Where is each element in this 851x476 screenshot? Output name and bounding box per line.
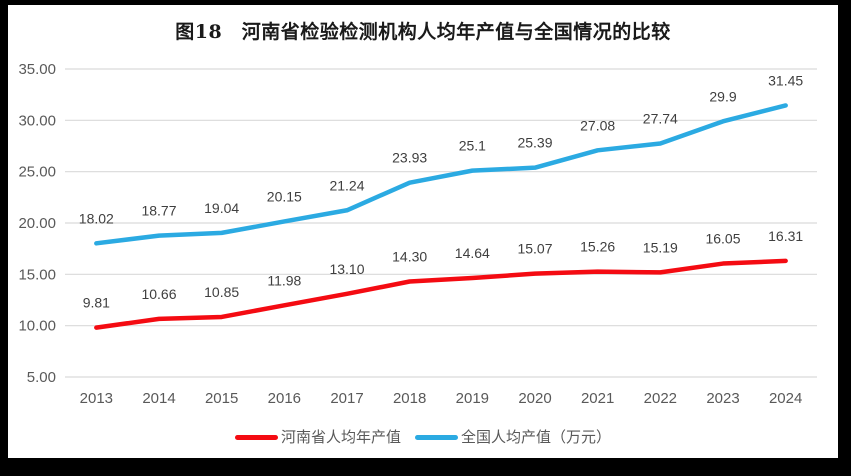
x-axis-tick-label: 2024 bbox=[769, 390, 802, 407]
data-label: 23.93 bbox=[392, 150, 427, 166]
x-axis-tick-label: 2019 bbox=[456, 390, 489, 407]
x-axis-tick-label: 2020 bbox=[518, 390, 551, 407]
data-label: 21.24 bbox=[329, 177, 364, 193]
data-label: 13.10 bbox=[329, 261, 364, 277]
y-axis-tick-label: 5.00 bbox=[27, 369, 56, 386]
chart-canvas: 图18 河南省检验检测机构人均年产值与全国情况的比较 5.00 10.00 15.0… bbox=[8, 5, 838, 458]
legend-label-national: 全国人均产值（万元） bbox=[461, 429, 612, 446]
data-label: 25.1 bbox=[459, 138, 486, 154]
data-label: 9.81 bbox=[83, 295, 110, 311]
x-axis-tick-label: 2022 bbox=[644, 390, 677, 407]
data-label: 15.26 bbox=[580, 239, 615, 255]
data-label: 10.66 bbox=[141, 286, 176, 302]
data-label: 15.07 bbox=[517, 241, 552, 257]
data-label: 27.74 bbox=[643, 111, 678, 127]
x-axis-tick-label: 2021 bbox=[581, 390, 614, 407]
y-axis-tick-label: 35.00 bbox=[18, 61, 56, 78]
legend: 河南省人均年产值 全国人均产值（万元） bbox=[8, 430, 838, 445]
chart-title: 图18 河南省检验检测机构人均年产值与全国情况的比较 bbox=[175, 21, 671, 43]
legend-label-henan: 河南省人均年产值 bbox=[280, 429, 401, 446]
data-label: 11.98 bbox=[267, 272, 301, 288]
data-label: 10.85 bbox=[204, 284, 239, 300]
x-axis-tick-label: 2023 bbox=[706, 390, 739, 407]
data-label: 20.15 bbox=[267, 188, 302, 204]
legend-item-national: 全国人均产值（万元） bbox=[415, 430, 611, 445]
legend-line-swatch-blue bbox=[415, 435, 458, 440]
y-axis-tick-label: 15.00 bbox=[18, 266, 56, 283]
y-axis-tick-label: 30.00 bbox=[18, 112, 56, 129]
y-axis-tick-label: 25.00 bbox=[18, 164, 56, 181]
x-axis-tick-label: 2016 bbox=[268, 390, 301, 407]
x-axis-tick-label: 2014 bbox=[142, 390, 175, 407]
series-line-0 bbox=[94, 258, 788, 330]
data-label: 25.39 bbox=[517, 135, 552, 151]
data-label: 16.31 bbox=[768, 228, 803, 244]
data-label: 16.05 bbox=[705, 231, 740, 247]
series-line-1 bbox=[94, 103, 788, 246]
data-label: 15.19 bbox=[643, 239, 678, 255]
data-label: 14.64 bbox=[455, 245, 490, 261]
plot-area: 5.00 10.00 15.00 20.00 25.00 30.00 35.00 2013 20… bbox=[18, 61, 817, 407]
legend-item-henan: 河南省人均年产值 bbox=[234, 429, 401, 446]
x-axis-tick-label: 2017 bbox=[330, 390, 363, 407]
y-axis-tick-label: 10.00 bbox=[18, 318, 56, 335]
y-axis-tick-label: 20.00 bbox=[18, 215, 56, 232]
data-label: 29.9 bbox=[709, 88, 736, 104]
x-axis-tick-label: 2013 bbox=[80, 390, 113, 407]
data-label: 18.77 bbox=[141, 203, 176, 219]
x-axis-tick-label: 2018 bbox=[393, 390, 426, 407]
legend-line-swatch-red bbox=[234, 435, 278, 440]
data-label: 31.45 bbox=[768, 72, 803, 88]
data-label: 19.04 bbox=[204, 200, 239, 216]
data-label: 18.02 bbox=[79, 210, 114, 226]
data-label: 14.30 bbox=[392, 249, 427, 265]
data-label: 27.08 bbox=[580, 117, 615, 133]
x-axis-tick-label: 2015 bbox=[205, 390, 238, 407]
